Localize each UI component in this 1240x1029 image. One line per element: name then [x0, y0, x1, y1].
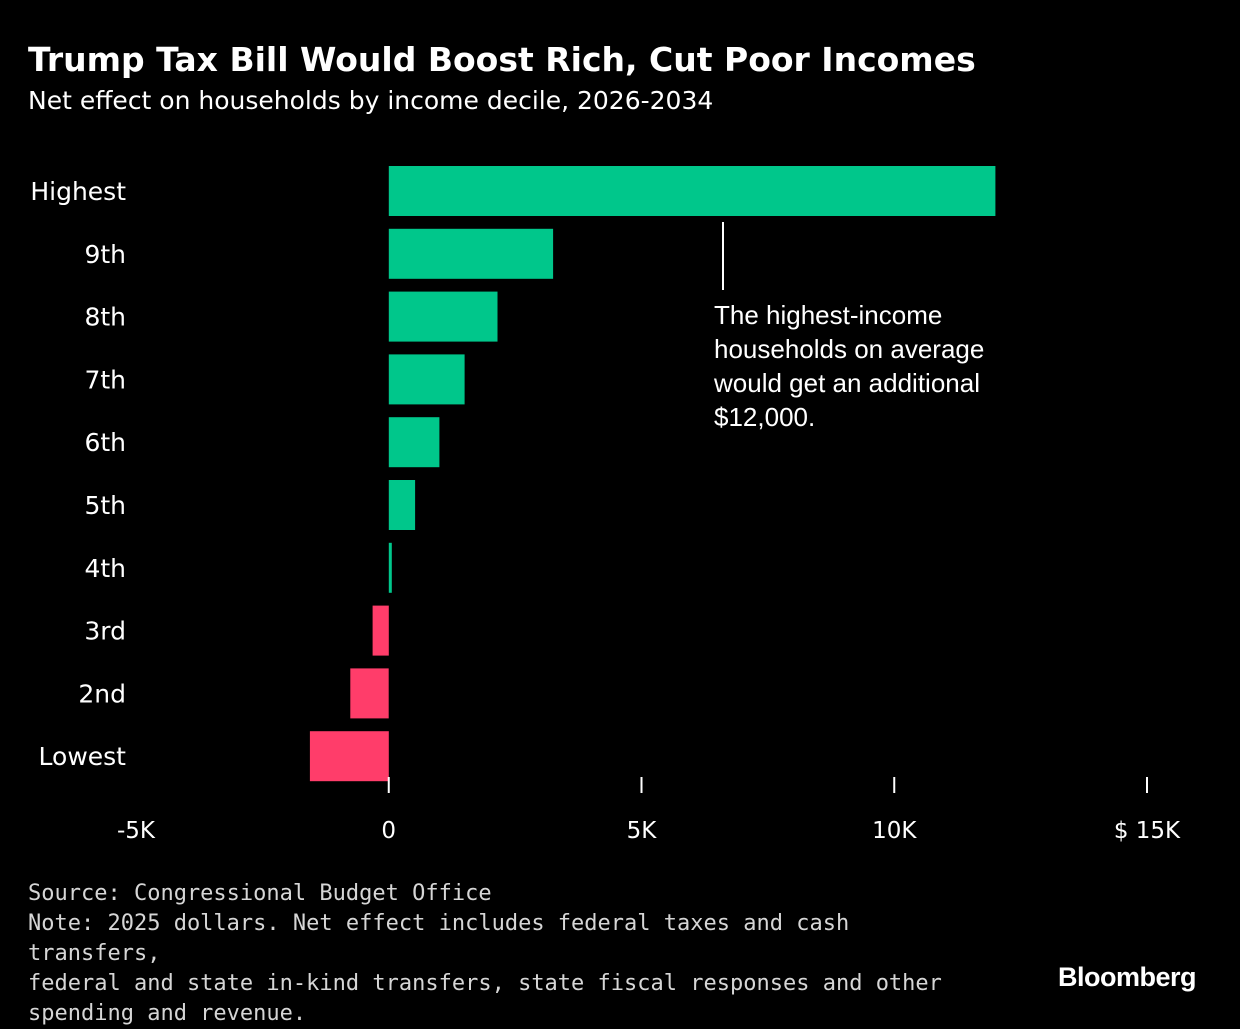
bar-6th: [388, 417, 440, 468]
note-line-2: federal and state in-kind transfers, sta…: [28, 971, 942, 996]
bar-3rd: [372, 605, 389, 656]
note-line-3: spending and revenue.: [28, 1001, 307, 1026]
category-label-9th: 9th: [84, 240, 126, 269]
bar-8th: [388, 291, 498, 342]
annotation-line-1: The highest-income: [714, 300, 942, 330]
bar-9th: [388, 228, 554, 279]
source-note: Source: Congressional Budget Office: [28, 881, 492, 906]
category-label-4th: 4th: [84, 554, 126, 583]
chart-footer: Source: Congressional Budget Office Note…: [28, 879, 988, 1029]
annotation-line-2: households on average: [714, 334, 984, 364]
x-tick-label: -5K: [117, 818, 156, 844]
category-label-5th: 5th: [84, 491, 126, 520]
bar-highest: [388, 166, 996, 216]
category-label-8th: 8th: [84, 303, 126, 332]
bar-2nd: [350, 668, 389, 719]
category-label-lowest: Lowest: [39, 742, 127, 771]
category-label-highest: Highest: [30, 177, 126, 206]
bloomberg-logo: Bloomberg: [1058, 962, 1197, 992]
note-line-1: Note: 2025 dollars. Net effect includes …: [28, 911, 863, 966]
bar-lowest: [309, 731, 389, 782]
bar-chart: Highest 9th 8th 7th 6th 5th 4th 3rd 2nd Lowest -5K…: [30, 166, 1181, 844]
category-label-6th: 6th: [84, 428, 126, 457]
chart-title: Trump Tax Bill Would Boost Rich, Cut Poo…: [28, 40, 976, 79]
bar-7th: [388, 354, 465, 405]
category-label-2nd: 2nd: [78, 679, 126, 708]
x-tick-label: $ 15K: [1114, 818, 1181, 844]
annotation-line-3: would get an additional: [713, 368, 980, 398]
category-label-7th: 7th: [84, 365, 126, 394]
category-label-3rd: 3rd: [84, 617, 126, 646]
x-tick-label: 10K: [872, 818, 917, 844]
annotation-line-4: $12,000.: [714, 402, 815, 432]
x-tick-label: 5K: [627, 818, 658, 844]
chart-subtitle: Net effect on households by income decil…: [28, 86, 714, 115]
x-tick-label: 0: [381, 818, 396, 844]
bar-5th: [388, 480, 416, 530]
bar-4th: [388, 542, 392, 593]
